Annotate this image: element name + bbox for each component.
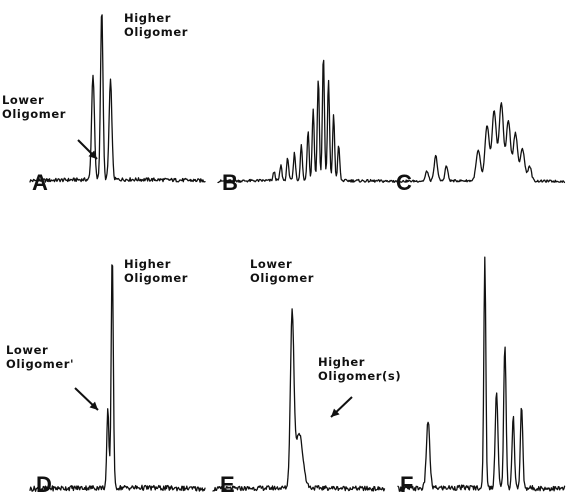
annotation-line: Higher — [318, 355, 365, 369]
annotation-line: Oligomer — [250, 271, 314, 285]
panel-label-d: D — [36, 472, 52, 495]
panel-label-e: E — [220, 472, 235, 495]
annotation-line: Higher — [124, 257, 171, 271]
panel-d: D Lower Oligomer' Higher Oligomer — [6, 257, 206, 495]
panel-label-c: C — [396, 170, 412, 195]
trace-d — [29, 264, 206, 492]
annotation-lower-a: Lower Oligomer — [2, 93, 66, 121]
trace-b — [217, 59, 389, 184]
annotation-line: Lower — [250, 257, 292, 271]
annotation-line: Oligomer(s) — [318, 369, 401, 383]
panel-b: B — [217, 59, 389, 195]
panel-f: F — [397, 256, 566, 495]
annotation-line: Oligomer — [124, 25, 188, 39]
annotation-line: Lower — [6, 343, 48, 357]
annotation-higher-e: Higher Oligomer(s) — [318, 355, 401, 383]
panel-label-f: F — [400, 472, 413, 495]
panel-label-b: B — [222, 170, 238, 195]
annotation-lower-e: Lower Oligomer — [250, 257, 314, 285]
annotation-line: Higher — [124, 11, 171, 25]
arrowhead-higher-e — [331, 408, 340, 417]
annotation-line: Oligomer' — [6, 357, 74, 371]
annotation-higher-d: Higher Oligomer — [124, 257, 188, 285]
trace-c — [387, 102, 566, 184]
panel-e: E Lower Oligomer Higher Oligomer(s) — [212, 257, 401, 495]
trace-e — [212, 308, 386, 492]
annotation-higher-a: Higher Oligomer — [124, 11, 188, 39]
annotation-lower-d: Lower Oligomer' — [6, 343, 74, 371]
trace-a — [29, 14, 206, 184]
arrowhead-lower-a — [88, 150, 97, 159]
annotation-line: Lower — [2, 93, 44, 107]
annotation-line: Oligomer — [124, 271, 188, 285]
panel-label-a: A — [32, 170, 48, 195]
panel-c: C — [387, 102, 566, 195]
annotation-line: Oligomer — [2, 107, 66, 121]
trace-f — [397, 256, 566, 492]
arrowhead-lower-d — [89, 401, 98, 410]
